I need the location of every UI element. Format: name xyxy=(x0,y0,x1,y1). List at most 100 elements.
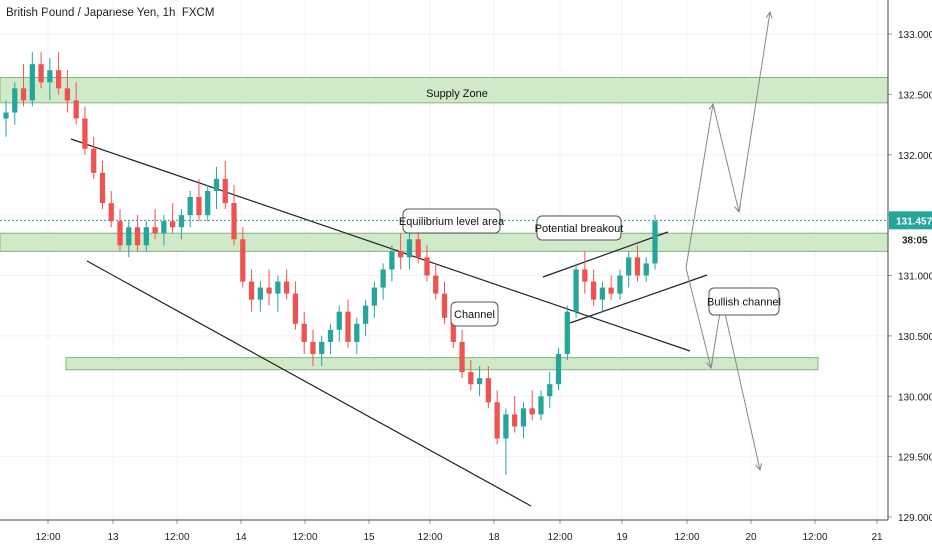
candle[interactable] xyxy=(415,239,421,258)
candle[interactable] xyxy=(564,311,570,354)
time-axis: 12:00 13 12:00 14 12:00 15 12:00 18 12:00 19 12:00… xyxy=(0,519,888,543)
candle[interactable] xyxy=(494,402,500,439)
candle[interactable] xyxy=(64,88,71,101)
candle[interactable] xyxy=(257,287,263,300)
candle[interactable] xyxy=(187,197,193,216)
support-zone xyxy=(65,357,819,371)
candle[interactable] xyxy=(424,257,430,276)
candle[interactable] xyxy=(12,88,18,113)
candle[interactable] xyxy=(389,251,395,270)
x-tick-label: 14 xyxy=(235,532,247,543)
y-tick-label: 130.500 xyxy=(898,332,932,343)
candle[interactable] xyxy=(634,257,641,276)
x-tick-label: 12:00 xyxy=(547,532,572,543)
channel-label-box[interactable] xyxy=(450,301,499,327)
supply-zone-label: Supply Zone xyxy=(426,88,488,100)
candle[interactable] xyxy=(380,269,386,288)
candle[interactable] xyxy=(275,281,281,294)
x-tick-label: 12:00 xyxy=(164,532,189,543)
equilibrium-label-box[interactable] xyxy=(402,208,501,234)
candle[interactable] xyxy=(354,323,360,342)
candle[interactable] xyxy=(143,227,149,246)
candle[interactable] xyxy=(20,88,27,101)
candle[interactable] xyxy=(433,275,439,294)
candle[interactable] xyxy=(222,178,228,204)
candle[interactable] xyxy=(117,221,123,246)
candle[interactable] xyxy=(178,215,185,228)
candle[interactable] xyxy=(626,257,632,276)
chart-title: British Pound / Japanese Yen, 1h, FXCM xyxy=(6,7,215,19)
arrowhead-icon xyxy=(708,102,716,111)
candle[interactable] xyxy=(450,317,456,342)
candle[interactable] xyxy=(108,203,114,222)
candle[interactable] xyxy=(126,227,132,246)
candle[interactable] xyxy=(512,414,518,427)
y-tick-label: 132.500 xyxy=(898,90,932,101)
candle[interactable] xyxy=(292,293,299,324)
candle[interactable] xyxy=(38,64,44,83)
trendline[interactable] xyxy=(542,231,669,278)
bullish-channel-label-box[interactable] xyxy=(708,287,780,316)
candle[interactable] xyxy=(441,293,448,318)
candle[interactable] xyxy=(538,396,544,415)
candle[interactable] xyxy=(29,64,35,101)
candle[interactable] xyxy=(398,251,404,258)
candle[interactable] xyxy=(520,408,527,427)
candle[interactable] xyxy=(371,287,377,306)
candle[interactable] xyxy=(406,239,413,258)
candle[interactable] xyxy=(55,70,62,89)
candle[interactable] xyxy=(73,100,79,119)
trendline[interactable] xyxy=(70,138,691,352)
potential-breakout-label-box[interactable] xyxy=(536,215,622,241)
candle[interactable] xyxy=(608,287,614,294)
candle[interactable] xyxy=(617,275,623,294)
trendline[interactable] xyxy=(86,260,532,507)
candle[interactable] xyxy=(345,311,351,342)
candle[interactable] xyxy=(336,311,342,330)
candle[interactable] xyxy=(213,178,220,191)
potential-breakout-label: Potential breakout xyxy=(535,223,624,235)
candle[interactable] xyxy=(248,281,255,300)
candle[interactable] xyxy=(91,148,97,173)
candle[interactable] xyxy=(590,281,597,300)
annotations: Supply Zone Equilibrium level area Potenti… xyxy=(399,88,781,327)
candle[interactable] xyxy=(476,378,483,385)
candle[interactable] xyxy=(284,281,290,294)
candle[interactable] xyxy=(362,305,369,324)
candle[interactable] xyxy=(555,353,562,385)
trendline[interactable] xyxy=(569,274,708,324)
candle[interactable] xyxy=(82,118,88,149)
candle[interactable] xyxy=(196,197,202,216)
y-tick-label: 129.000 xyxy=(898,513,932,524)
candle[interactable] xyxy=(240,239,246,282)
candle[interactable] xyxy=(643,263,649,276)
candle[interactable] xyxy=(503,414,509,439)
candle[interactable] xyxy=(468,372,474,385)
candle[interactable] xyxy=(161,221,167,234)
candle[interactable] xyxy=(485,378,491,403)
candle[interactable] xyxy=(134,227,141,246)
candle[interactable] xyxy=(266,287,272,294)
candle[interactable] xyxy=(301,323,307,342)
candle[interactable] xyxy=(319,341,325,354)
candle[interactable] xyxy=(582,269,588,282)
candle[interactable] xyxy=(547,384,553,397)
current-price-tag xyxy=(889,211,932,230)
candle[interactable] xyxy=(47,70,53,83)
candle[interactable] xyxy=(231,203,237,240)
candle[interactable] xyxy=(529,408,535,415)
candle[interactable] xyxy=(310,341,316,354)
candle[interactable] xyxy=(599,287,606,300)
candle[interactable] xyxy=(327,329,334,342)
candle[interactable] xyxy=(652,221,658,264)
candle[interactable] xyxy=(573,269,579,312)
candle[interactable] xyxy=(170,221,176,228)
countdown-label: 38:05 xyxy=(902,235,928,246)
candle[interactable] xyxy=(99,172,106,204)
x-tick-label: 12:00 xyxy=(292,532,317,543)
candle[interactable] xyxy=(205,190,211,216)
candle[interactable] xyxy=(459,341,465,373)
candle[interactable] xyxy=(152,227,158,234)
candle[interactable] xyxy=(3,112,9,119)
